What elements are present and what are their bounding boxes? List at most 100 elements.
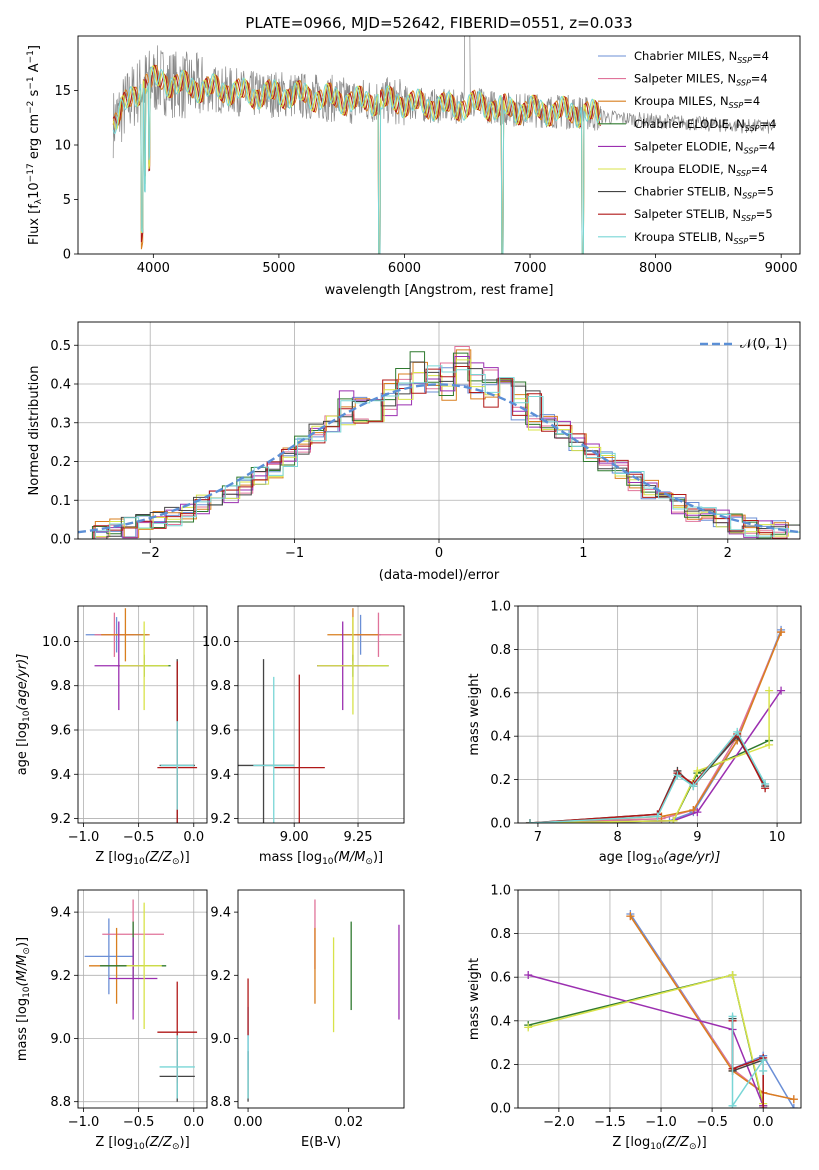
y-tick-label: 10 <box>54 139 71 154</box>
chart-title: PLATE=0966, MJD=52642, FIBERID=0551, z=0… <box>245 14 632 32</box>
x-tick-label: −2.0 <box>543 1115 575 1130</box>
mass-weight-vs-Z-panel: −2.0 −1.5 −1.0 −0.5 0.0 0.0 0.2 0.4 0.6 0.8 1.0 mas… <box>467 884 802 1152</box>
weight-marker-salpeter_elodie <box>524 971 533 980</box>
x-tick-label: 5000 <box>262 261 295 276</box>
histogram-step-kroupa_miles <box>80 349 800 539</box>
y-tick-label: 10.0 <box>42 635 71 650</box>
axes-frame <box>77 35 801 255</box>
weight-line-salpeter_miles <box>529 631 782 823</box>
weight-marker-kroupa_elodie <box>765 740 774 749</box>
y-axis-label: mass weight <box>467 958 482 1040</box>
y-tick-label: 9.2 <box>50 969 71 984</box>
spectrum-lines <box>112 36 777 254</box>
weight-marker-salpeter_elodie <box>777 686 786 695</box>
legend-label-normal: 𝒩(0, 1) <box>740 337 787 352</box>
x-tick-label: 7 <box>534 830 542 845</box>
y-tick-label: 15 <box>54 84 71 99</box>
y-tick-label: 9.8 <box>50 679 71 694</box>
weight-marker-kroupa_miles <box>626 912 635 921</box>
weight-marker-kroupa_stelib <box>525 819 534 823</box>
axes-frame <box>517 605 802 824</box>
y-tick-label: 0 <box>63 248 71 263</box>
x-tick-label: 8000 <box>639 261 672 276</box>
spectrum-data-line <box>112 36 777 159</box>
x-tick-label: 0.02 <box>334 1115 363 1130</box>
y-tick-label: 9.4 <box>50 906 71 921</box>
histogram-step-kroupa_stelib <box>80 365 800 539</box>
x-tick-label: −1.0 <box>68 1115 100 1130</box>
x-tick-label: 9 <box>693 830 701 845</box>
y-tick-label: 0.5 <box>50 339 71 354</box>
x-tick-label: −1.0 <box>68 830 100 845</box>
age-vs-mass-points <box>238 608 402 823</box>
x-tick-label: −0.5 <box>123 830 155 845</box>
normal-curve <box>78 383 800 534</box>
x-tick-label: 6000 <box>388 261 421 276</box>
histogram-bars <box>78 346 800 539</box>
y-tick-label: 0.8 <box>490 927 511 942</box>
x-tick-label: 0 <box>435 546 443 561</box>
y-tick-label: 0.3 <box>50 416 71 431</box>
mass-vs-Z-panel: −1.0 −0.5 0.0 8.8 9.0 9.2 9.4 Z [log10(Z/Z⊙)] ma… <box>15 889 208 1152</box>
y-tick-label: 9.4 <box>210 906 231 921</box>
x-tick-label: −0.5 <box>696 1115 728 1130</box>
x-tick-label: 0.0 <box>183 830 204 845</box>
weight-marker-kroupa_stelib <box>759 1056 768 1065</box>
x-axis-label: Z [log10(Z/Z⊙)] <box>95 850 189 867</box>
x-tick-label: 0.0 <box>753 1115 774 1130</box>
x-tick-label: 9.00 <box>280 830 309 845</box>
y-axis-label: mass weight <box>467 673 482 755</box>
weight-marker-kroupa_stelib <box>673 771 682 780</box>
y-axis-label: Normed distribution <box>27 366 42 496</box>
age-vs-Z-points <box>85 608 198 823</box>
axes-frame <box>77 605 208 824</box>
weight-line-salpeter_elodie <box>528 974 764 1107</box>
y-tick-label: 8.8 <box>50 1095 71 1110</box>
weight-line-salpeter_stelib <box>529 732 766 823</box>
axes-frame <box>77 321 801 540</box>
spectrum-model-line-kroupa_miles <box>112 64 601 254</box>
weight-line-salpeter_elodie <box>529 690 782 823</box>
weight-marker-kroupa_stelib <box>653 812 662 821</box>
y-tick-label: 0.6 <box>490 971 511 986</box>
y-tick-label: 9.4 <box>210 768 231 783</box>
weight-marker-kroupa_elodie <box>728 971 737 980</box>
histogram-panel: −2 −1 0 1 2 0.0 0.1 0.2 0.3 0.4 0.5 (data-model)/er… <box>27 321 801 583</box>
weight-line-kroupa_miles <box>529 631 782 823</box>
axes-frame <box>517 889 802 1109</box>
weight-marker-salpeter_stelib <box>759 1104 768 1108</box>
y-tick-label: 9.6 <box>50 724 71 739</box>
mass-vs-ebv-panel: 0.00 0.02 8.8 9.0 9.2 9.4 E(B-V) <box>210 889 405 1150</box>
spectrum-model-line-kroupa_elodie <box>112 65 601 254</box>
y-tick-label: 0.2 <box>490 773 511 788</box>
x-tick-label: 0.0 <box>183 1115 204 1130</box>
y-tick-label: 0.6 <box>490 686 511 701</box>
y-tick-label: 9.0 <box>210 1032 231 1047</box>
weight-marker-kroupa_stelib <box>689 782 698 791</box>
x-tick-label: −1.5 <box>594 1115 626 1130</box>
weight-line-chabrier_elodie <box>529 739 770 823</box>
legend-label-salpeter_elodie: Salpeter ELODIE, NSSP=4 <box>634 139 775 155</box>
weight-marker-kroupa_stelib <box>759 1066 768 1075</box>
y-tick-label: 9.6 <box>210 724 231 739</box>
age-vs-Z-panel: −1.0 −0.5 0.0 9.2 9.4 9.6 9.8 10.0 Z [log10(Z/Z⊙… <box>15 605 208 867</box>
x-tick-label: 4000 <box>137 261 170 276</box>
y-tick-label: 0.4 <box>490 730 511 745</box>
legend-label-chabrier_stelib: Chabrier STELIB, NSSP=5 <box>634 185 774 201</box>
y-tick-label: 0.0 <box>490 1102 511 1117</box>
x-tick-label: 9.25 <box>344 830 373 845</box>
spectrum-model-line-kroupa_stelib <box>112 66 601 254</box>
weight-marker-kroupa_miles <box>789 1095 798 1104</box>
weight-line-kroupa_elodie <box>528 974 764 1104</box>
x-tick-label: 1 <box>579 546 587 561</box>
axes-frame <box>237 889 405 1109</box>
weight-marker-kroupa_stelib <box>728 1012 737 1021</box>
y-axis-label: age [log10(age/yr)] <box>15 654 32 776</box>
x-tick-label: 10 <box>769 830 786 845</box>
y-tick-label: 5 <box>63 193 71 208</box>
x-axis-label: Z [log10(Z/Z⊙)] <box>612 1135 706 1152</box>
x-axis-label: age [log10(age/yr)] <box>599 850 721 867</box>
axes-frame <box>77 889 208 1109</box>
weight-marker-kroupa_stelib <box>733 727 742 736</box>
y-tick-label: 9.8 <box>210 679 231 694</box>
